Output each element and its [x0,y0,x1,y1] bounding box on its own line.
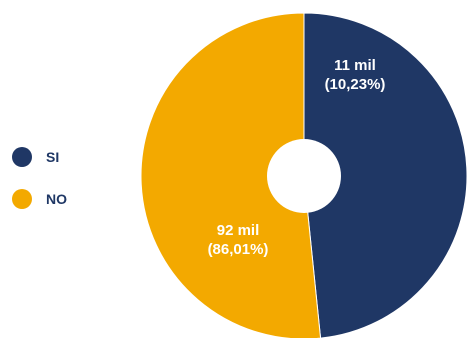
donut-hole [267,139,341,213]
legend: SI NO [12,147,67,209]
legend-label-si: SI [46,149,59,165]
labels-layer: 11 mil (10,23%) 92 mil (86,01%) [208,57,386,258]
slice-label-si-percent: (10,23%) [325,76,386,93]
pie-slice-no [140,12,322,338]
slices-layer [140,12,467,338]
slice-label-si-value: 11 mil [334,57,376,74]
slice-label-no-percent: (86,01%) [208,241,269,258]
legend-swatch-no [12,189,32,209]
legend-label-no: NO [46,191,67,207]
legend-item-no: NO [12,189,67,209]
slice-label-no-value: 92 mil [217,222,260,239]
legend-swatch-si [12,147,32,167]
legend-item-si: SI [12,147,59,167]
